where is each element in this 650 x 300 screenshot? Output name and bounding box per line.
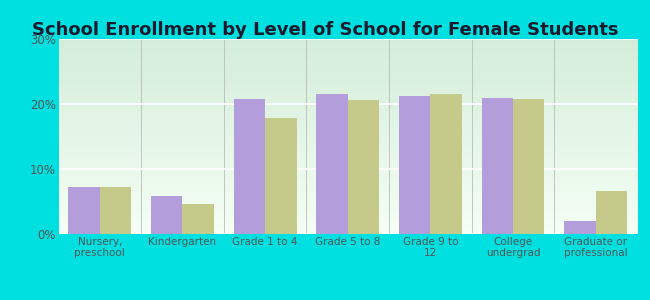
Bar [564,221,595,234]
Bar [183,204,214,234]
Bar [399,95,430,234]
Text: School Enrollment by Level of School for Female Students: School Enrollment by Level of School for… [32,21,618,39]
Bar [513,100,545,234]
Bar [265,118,296,234]
Bar [100,187,131,234]
Bar [151,196,183,234]
Bar [430,94,461,234]
Bar [234,100,265,234]
Bar [348,100,379,234]
Bar [595,191,627,234]
Bar [68,187,100,234]
Bar [482,98,513,234]
Bar [317,94,348,234]
